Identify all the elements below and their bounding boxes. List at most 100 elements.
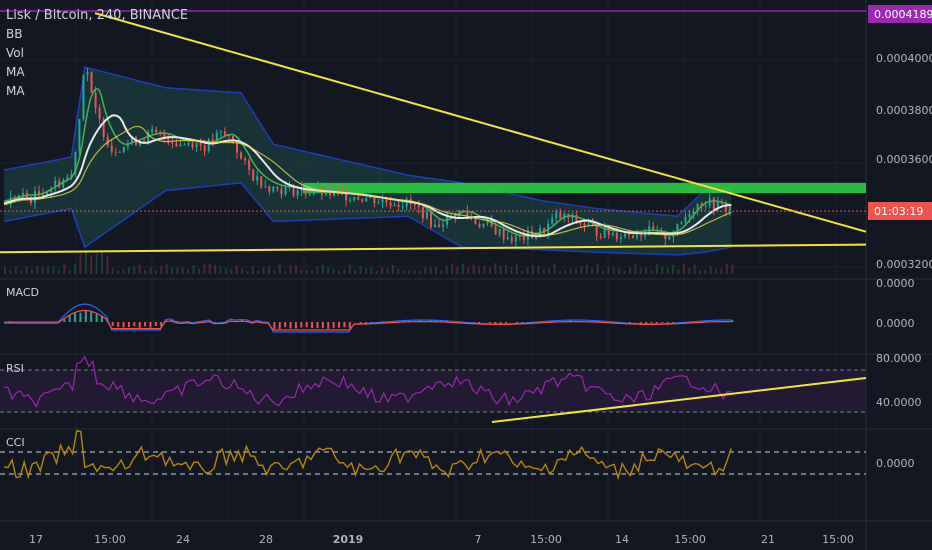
volume-bar	[364, 267, 367, 274]
candle-body	[42, 194, 45, 197]
candle-body	[46, 191, 49, 197]
candle-body	[587, 224, 590, 226]
candle-body	[82, 74, 85, 120]
candle-body	[401, 206, 404, 208]
volume-bar	[122, 269, 125, 274]
volume-bar	[332, 268, 335, 274]
candle-body	[33, 191, 36, 204]
volume-bar	[57, 269, 60, 274]
candle-body	[118, 151, 121, 153]
volume-bar	[731, 264, 734, 274]
macd-histogram-bar	[117, 322, 120, 327]
macd-histogram-bar	[731, 319, 734, 322]
volume-bar	[386, 268, 389, 274]
volume-bar	[499, 265, 502, 274]
macd-label[interactable]: MACD	[6, 286, 39, 299]
candle-body	[98, 108, 101, 119]
volume-bar	[273, 269, 276, 274]
candle-body	[518, 235, 521, 237]
volume-bar	[521, 270, 524, 274]
macd-histogram-bar	[79, 312, 82, 322]
volume-bar	[478, 266, 481, 274]
legend-indicator-ma-1[interactable]: MA	[6, 65, 25, 79]
legend-indicator-vol[interactable]: Vol	[6, 46, 24, 60]
candle-body	[183, 144, 186, 146]
candle-body	[555, 212, 558, 219]
cci-line	[3, 430, 732, 481]
volume-bar	[90, 255, 93, 274]
volume-bar	[488, 267, 491, 274]
candle-body	[369, 196, 372, 199]
time-tick-label: 21	[761, 533, 775, 546]
candle-body	[413, 204, 416, 206]
macd-histogram-bar	[100, 315, 103, 322]
volume-bar	[461, 263, 464, 274]
candle-body	[191, 143, 194, 148]
candle-body	[640, 235, 643, 237]
volume-bar	[408, 270, 411, 274]
candle-body	[215, 132, 218, 142]
volume-bar	[52, 266, 55, 274]
volume-bar	[510, 266, 513, 274]
bollinger-upper-line	[3, 66, 732, 218]
macd-histogram-bar	[639, 322, 642, 324]
volume-bar	[311, 270, 314, 274]
macd-histogram-bar	[84, 310, 87, 322]
macd-histogram-bar	[181, 321, 184, 322]
volume-bar	[127, 267, 130, 274]
volume-bar	[246, 270, 249, 274]
candle-body	[385, 199, 388, 203]
macd-histogram-bar	[127, 322, 130, 328]
macd-histogram-bar	[488, 322, 491, 324]
candle-body	[486, 220, 489, 224]
macd-histogram-bar	[316, 322, 319, 329]
volume-bar	[294, 265, 297, 274]
volume-bar	[494, 263, 497, 274]
candle-body	[405, 198, 408, 207]
macd-histogram-bar	[278, 322, 281, 329]
volume-bar	[267, 266, 270, 274]
resistance-zone	[303, 182, 866, 194]
volume-bar	[25, 266, 28, 274]
volume-bar	[74, 263, 77, 274]
volume-bar	[709, 266, 712, 274]
symbol-title: Lisk / Bitcoin, 240, BINANCE	[6, 8, 189, 23]
candle-body	[280, 188, 283, 195]
volume-bar	[677, 269, 680, 274]
volume-bar	[575, 268, 578, 274]
candle-body	[652, 226, 655, 231]
volume-bar	[354, 269, 357, 274]
candle-body	[179, 144, 182, 147]
cci-label[interactable]: CCI	[6, 436, 25, 449]
volume-bar	[720, 268, 723, 274]
candle-body	[611, 232, 614, 235]
legend-indicator-ma-2[interactable]: MA	[6, 84, 25, 98]
candle-body	[219, 131, 222, 133]
macd-histogram-bar	[149, 322, 152, 328]
volume-bar	[224, 268, 227, 274]
volume-bar	[628, 267, 631, 274]
candle-body	[700, 203, 703, 207]
volume-bar	[257, 270, 260, 274]
candle-body	[438, 224, 441, 227]
volume-bar	[655, 264, 658, 274]
macd-histogram-bar	[655, 322, 658, 324]
volume-bar	[725, 263, 728, 274]
macd-histogram-bar	[645, 322, 648, 324]
volume-bar	[321, 264, 324, 274]
volume-bar	[289, 265, 292, 274]
volume-bar	[176, 267, 179, 274]
candle-body	[377, 202, 380, 204]
rsi-label[interactable]: RSI	[6, 362, 24, 375]
volume-bar	[4, 267, 6, 274]
volume-bar	[63, 263, 66, 274]
macd-histogram-bar	[74, 313, 77, 322]
candle-body	[522, 236, 525, 240]
volume-bar	[117, 270, 120, 274]
price-tick-label: 0.0003800	[876, 104, 932, 117]
candle-body	[126, 143, 129, 147]
candle-body	[676, 223, 679, 234]
legend-indicator-bb[interactable]: BB	[6, 27, 23, 41]
